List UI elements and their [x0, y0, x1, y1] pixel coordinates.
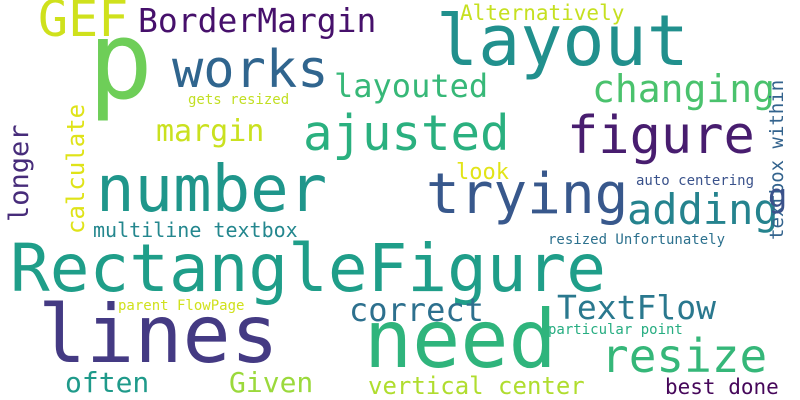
- word-look: look: [456, 160, 509, 185]
- word-given: Given: [229, 366, 314, 399]
- word-resize: resize: [601, 329, 768, 383]
- word-alternatively: Alternatively: [460, 1, 625, 25]
- word-ajusted: ajusted: [303, 105, 510, 162]
- word-calculate: calculate: [62, 103, 90, 234]
- word-changing: changing: [592, 67, 776, 111]
- word-correct: correct: [349, 291, 484, 329]
- word-particular-point: particular point: [548, 322, 683, 338]
- word-adding: adding: [627, 185, 779, 234]
- word-gef: GEF: [38, 0, 129, 48]
- word-number: number: [96, 153, 328, 227]
- word-p: p: [88, 0, 154, 124]
- word-auto-centering: auto centering: [636, 173, 755, 189]
- word-bordermargin: BorderMargin: [138, 1, 377, 40]
- word-lines: lines: [38, 288, 279, 381]
- word-best-done: best done: [665, 375, 779, 399]
- word-layouted: layouted: [334, 67, 489, 105]
- word-layout: layout: [436, 0, 689, 82]
- word-margin: margin: [156, 114, 265, 149]
- word-parent-flowpage: parent FlowPage: [118, 298, 245, 314]
- word-works: works: [172, 40, 329, 100]
- word-resized-unfortunately: resized Unfortunately: [548, 232, 726, 248]
- word-longer: longer: [4, 124, 35, 222]
- word-figure: figure: [567, 106, 755, 166]
- word-vertical-center: vertical center: [368, 372, 585, 400]
- word-multiline-textbox: multiline textbox: [93, 218, 298, 242]
- word-textflow: TextFlow: [557, 288, 716, 327]
- word-often: often: [65, 366, 150, 399]
- word-rectanglefigure: RectangleFigure: [10, 230, 607, 307]
- word-textbox-within: textbox within: [766, 79, 788, 240]
- word-need: need: [364, 293, 557, 386]
- word-gets-resized: gets resized: [188, 92, 290, 108]
- word-g: g: [768, 177, 788, 215]
- word-trying: trying: [426, 162, 629, 227]
